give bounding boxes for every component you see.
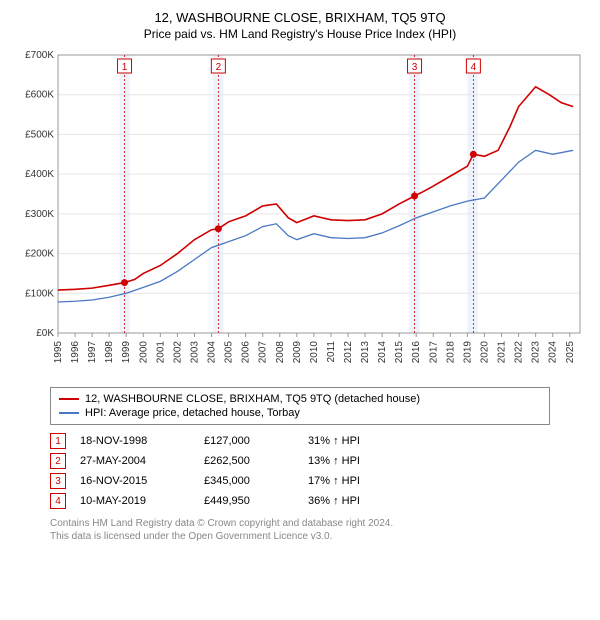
svg-text:3: 3 [412, 62, 418, 73]
svg-text:2008: 2008 [275, 341, 286, 364]
svg-text:£500K: £500K [25, 129, 54, 140]
footer-line-1: Contains HM Land Registry data © Crown c… [50, 517, 550, 530]
sales-table: 1 18-NOV-1998 £127,000 31% ↑ HPI 2 27-MAY-200… [50, 431, 550, 511]
chart-title: 12, WASHBOURNE CLOSE, BRIXHAM, TQ5 9TQ [10, 10, 590, 25]
sale-row: 4 10-MAY-2019 £449,950 36% ↑ HPI [50, 491, 550, 511]
sale-hpi: 31% ↑ HPI [308, 435, 360, 447]
legend-swatch [59, 412, 79, 414]
svg-text:2009: 2009 [292, 341, 303, 364]
svg-text:2004: 2004 [207, 341, 218, 364]
sale-date: 27-MAY-2004 [80, 455, 190, 467]
svg-text:2019: 2019 [462, 341, 473, 364]
svg-text:2024: 2024 [548, 341, 559, 364]
svg-text:2011: 2011 [326, 341, 337, 363]
sale-num-box: 2 [50, 453, 66, 469]
legend-row: HPI: Average price, detached house, Torb… [59, 406, 541, 420]
svg-text:2016: 2016 [411, 341, 422, 364]
chart-svg: £0K £100K £200K £300K £400K £500K £600K £700K 19… [10, 49, 590, 379]
sale-date: 18-NOV-1998 [80, 435, 190, 447]
sale-price: £449,950 [204, 495, 294, 507]
svg-text:£200K: £200K [25, 249, 54, 260]
sale-price: £345,000 [204, 475, 294, 487]
svg-text:2022: 2022 [514, 341, 525, 364]
sale-row: 2 27-MAY-2004 £262,500 13% ↑ HPI [50, 451, 550, 471]
svg-text:2006: 2006 [241, 341, 252, 364]
sale-price: £262,500 [204, 455, 294, 467]
footer-attribution: Contains HM Land Registry data © Crown c… [50, 517, 550, 543]
svg-text:1995: 1995 [53, 341, 64, 364]
svg-text:2005: 2005 [224, 341, 235, 364]
svg-text:£600K: £600K [25, 90, 54, 101]
svg-text:2015: 2015 [394, 341, 405, 364]
svg-text:1999: 1999 [121, 341, 132, 364]
sale-num-box: 3 [50, 473, 66, 489]
svg-text:2000: 2000 [138, 341, 149, 364]
svg-text:2018: 2018 [445, 341, 456, 364]
svg-text:2025: 2025 [565, 341, 576, 364]
svg-text:2010: 2010 [309, 341, 320, 364]
svg-text:2007: 2007 [258, 341, 269, 364]
legend-label: HPI: Average price, detached house, Torb… [85, 407, 300, 419]
sale-row: 3 16-NOV-2015 £345,000 17% ↑ HPI [50, 471, 550, 491]
svg-text:£300K: £300K [25, 209, 54, 220]
svg-text:2020: 2020 [479, 341, 490, 364]
svg-text:2012: 2012 [343, 341, 354, 364]
footer-line-2: This data is licensed under the Open Gov… [50, 530, 550, 543]
svg-text:2003: 2003 [189, 341, 200, 364]
svg-text:4: 4 [471, 62, 477, 73]
svg-text:2017: 2017 [428, 341, 439, 364]
svg-text:£400K: £400K [25, 169, 54, 180]
svg-text:£100K: £100K [25, 288, 54, 299]
sale-row: 1 18-NOV-1998 £127,000 31% ↑ HPI [50, 431, 550, 451]
svg-text:£0K: £0K [36, 328, 54, 339]
sale-price: £127,000 [204, 435, 294, 447]
svg-text:2: 2 [216, 62, 222, 73]
svg-text:1997: 1997 [87, 341, 98, 364]
legend-row: 12, WASHBOURNE CLOSE, BRIXHAM, TQ5 9TQ (… [59, 392, 541, 406]
svg-text:2001: 2001 [155, 341, 166, 364]
sale-num-box: 4 [50, 493, 66, 509]
svg-text:1996: 1996 [70, 341, 81, 364]
sale-hpi: 13% ↑ HPI [308, 455, 360, 467]
svg-text:1998: 1998 [104, 341, 115, 364]
sale-num-box: 1 [50, 433, 66, 449]
svg-text:2014: 2014 [377, 341, 388, 364]
sale-date: 16-NOV-2015 [80, 475, 190, 487]
sale-hpi: 17% ↑ HPI [308, 475, 360, 487]
svg-text:2023: 2023 [531, 341, 542, 364]
svg-text:2002: 2002 [172, 341, 183, 364]
legend-swatch [59, 398, 79, 400]
chart-subtitle: Price paid vs. HM Land Registry's House … [10, 27, 590, 41]
legend: 12, WASHBOURNE CLOSE, BRIXHAM, TQ5 9TQ (… [50, 387, 550, 425]
chart-area: £0K £100K £200K £300K £400K £500K £600K £700K 19… [10, 49, 590, 379]
legend-label: 12, WASHBOURNE CLOSE, BRIXHAM, TQ5 9TQ (… [85, 393, 420, 405]
svg-text:2021: 2021 [497, 341, 508, 364]
svg-text:2013: 2013 [360, 341, 371, 364]
sale-date: 10-MAY-2019 [80, 495, 190, 507]
svg-text:1: 1 [122, 62, 128, 73]
sale-hpi: 36% ↑ HPI [308, 495, 360, 507]
svg-text:£700K: £700K [25, 50, 54, 61]
